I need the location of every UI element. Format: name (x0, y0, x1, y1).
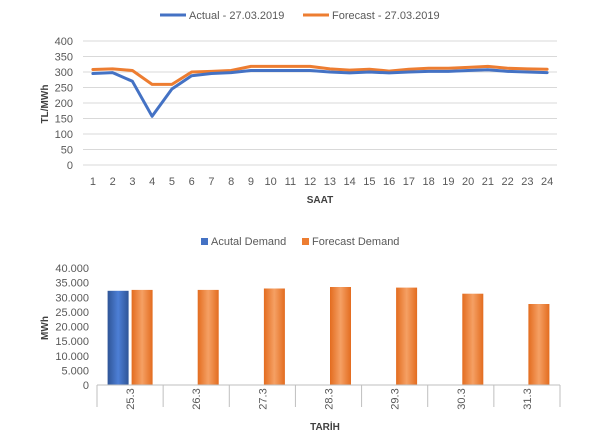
line-chart-y-tick-label: 150 (55, 114, 73, 126)
bar-chart-x-tick-label: 30.3 (456, 388, 468, 409)
line-chart-x-tick-label: 15 (363, 176, 375, 188)
bar-chart-y-tick-label: 15.000 (55, 336, 89, 348)
legend-label-actual: Actual - 27.03.2019 (189, 10, 284, 22)
actual-demand-bar (107, 290, 129, 385)
bar-chart-y-axis-title: MWh (40, 316, 51, 340)
bar-chart-x-tick-label: 26.3 (191, 388, 203, 409)
forecast-demand-bar (528, 304, 550, 385)
line-chart-x-tick-label: 24 (541, 176, 553, 188)
bar-chart-y-tick-label: 30.000 (55, 292, 89, 304)
forecast-demand-bar (263, 288, 285, 385)
legend-label-forecast-demand: Forecast Demand (312, 236, 399, 248)
bar-chart-x-tick-label: 31.3 (522, 388, 534, 409)
line-chart-legend: Actual - 27.03.2019 Forecast - 27.03.201… (160, 10, 440, 22)
forecast-demand-bar (396, 287, 418, 385)
line-chart-y-tick-label: 0 (67, 160, 73, 172)
forecast-demand-bar (197, 289, 219, 385)
bar-chart-x-tick-label: 27.3 (257, 388, 269, 409)
legend-swatch-actual-demand (201, 238, 208, 245)
bar-chart-x-tick-labels: 25.3 26.3 27.3 28.3 29.3 30.3 31.3 (125, 388, 534, 409)
line-chart-x-tick-label: 5 (169, 176, 175, 188)
line-chart-x-axis-title: SAAT (307, 195, 333, 206)
bar-chart: Acutal Demand Forecast Demand 0 5.000 10.0… (40, 236, 561, 433)
line-chart-x-tick-label: 21 (482, 176, 494, 188)
line-chart-x-tick-label: 11 (285, 176, 296, 188)
line-chart-y-tick-label: 50 (61, 145, 73, 157)
forecast-demand-bar (131, 289, 153, 385)
line-chart-y-tick-labels: 0 50 100 150 200 250 300 350 400 (55, 36, 73, 172)
bar-chart-axis (96, 384, 561, 407)
bar-chart-y-tick-label: 0 (83, 380, 89, 392)
bar-chart-y-tick-label: 10.000 (55, 351, 89, 363)
line-chart-y-tick-label: 300 (55, 67, 73, 79)
bar-chart-y-tick-label: 20.000 (55, 322, 89, 334)
bar-chart-x-axis-title: TARİH (310, 420, 340, 433)
bar-chart-x-tick-label: 25.3 (125, 388, 137, 409)
line-chart-x-tick-label: 8 (228, 176, 234, 188)
line-chart-x-tick-label: 17 (403, 176, 415, 188)
line-chart-y-tick-label: 350 (55, 52, 73, 64)
line-chart-x-tick-label: 10 (265, 176, 277, 188)
line-chart-x-tick-label: 13 (324, 176, 336, 188)
line-chart-x-tick-label: 1 (90, 176, 96, 188)
line-chart-x-tick-label: 18 (423, 176, 435, 188)
actual-series-line (91, 68, 549, 118)
line-chart-y-tick-label: 200 (55, 98, 73, 110)
forecast-demand-bar (330, 287, 351, 385)
forecast-series-line (91, 64, 549, 86)
line-chart-gridlines (83, 40, 557, 166)
line-chart-x-tick-label: 16 (383, 176, 395, 188)
bar-chart-legend: Acutal Demand Forecast Demand (201, 236, 399, 248)
legend-label-actual-demand: Acutal Demand (211, 236, 286, 248)
line-chart-x-tick-label: 22 (502, 176, 514, 188)
line-chart-y-tick-label: 100 (55, 129, 73, 141)
line-chart-x-tick-label: 7 (208, 176, 214, 188)
line-chart-x-tick-label: 2 (110, 176, 116, 188)
line-chart-x-tick-label: 3 (129, 176, 135, 188)
line-chart-x-tick-label: 20 (462, 176, 474, 188)
bar-chart-y-tick-label: 5.000 (61, 365, 89, 377)
bar-chart-bars (107, 287, 550, 385)
line-chart-x-tick-label: 23 (521, 176, 533, 188)
line-chart-y-tick-label: 400 (55, 36, 73, 48)
line-chart-y-axis-title: TL/MWh (40, 85, 51, 124)
line-chart-y-tick-label: 250 (55, 83, 73, 95)
line-chart-series (91, 64, 549, 118)
bar-chart-y-tick-label: 35.000 (55, 278, 89, 290)
line-chart: Actual - 27.03.2019 Forecast - 27.03.201… (40, 10, 557, 206)
bar-chart-x-tick-label: 28.3 (324, 388, 336, 409)
line-chart-x-tick-label: 19 (442, 176, 454, 188)
bar-chart-y-tick-label: 25.000 (55, 307, 89, 319)
bar-chart-y-tick-labels: 0 5.000 10.000 15.000 20.000 25.000 30.000 35.0… (55, 263, 89, 392)
line-chart-x-tick-label: 12 (304, 176, 316, 188)
line-chart-x-tick-labels: 1 2 3 4 5 6 7 8 9 10 11 12 13 14 15 16 17 18 19 20 21 22 23 24 (90, 176, 553, 188)
legend-swatch-forecast-demand (302, 238, 309, 245)
line-chart-x-tick-label: 14 (344, 176, 356, 188)
line-chart-x-tick-label: 6 (189, 176, 195, 188)
line-chart-x-tick-label: 4 (149, 176, 155, 188)
bar-chart-y-tick-label: 40.000 (55, 263, 89, 275)
forecast-demand-bar (462, 293, 484, 385)
legend-label-forecast: Forecast - 27.03.2019 (332, 10, 440, 22)
bar-chart-x-tick-label: 29.3 (390, 388, 402, 409)
line-chart-x-tick-label: 9 (248, 176, 254, 188)
